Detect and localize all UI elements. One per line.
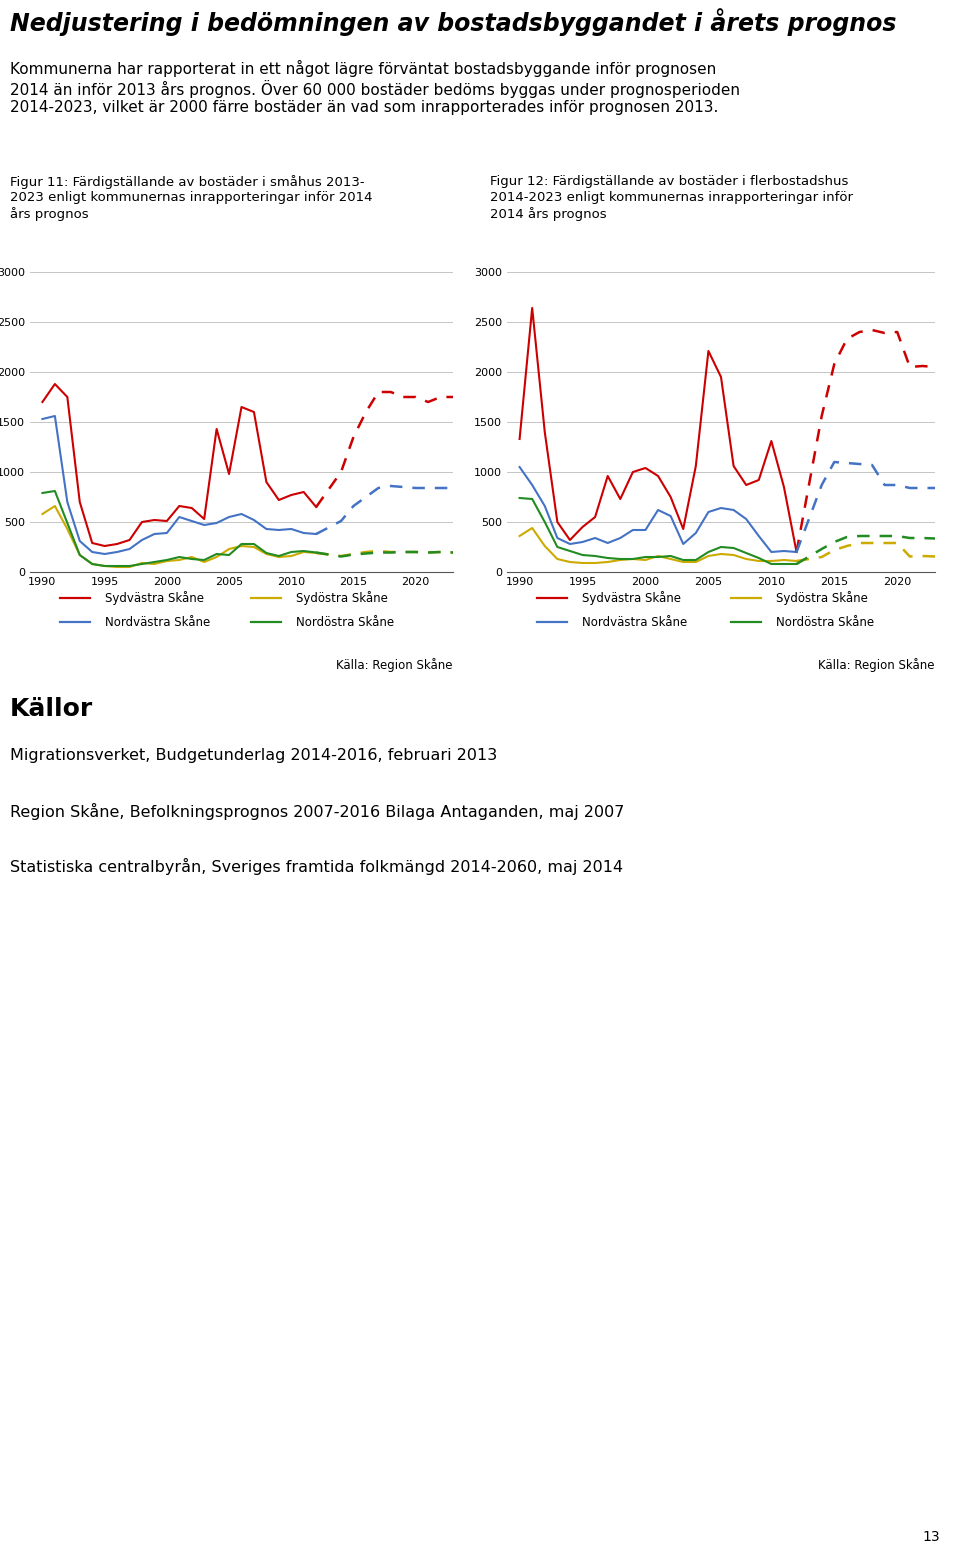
Text: 2023 enligt kommunernas inrapporteringar inför 2014: 2023 enligt kommunernas inrapporteringar… (10, 191, 372, 204)
Text: Källa: Region Skåne: Källa: Region Skåne (819, 657, 935, 671)
Text: 2014-2023, vilket är 2000 färre bostäder än vad som inrapporterades inför progno: 2014-2023, vilket är 2000 färre bostäder… (10, 100, 718, 116)
Text: Nordvästra Skåne: Nordvästra Skåne (105, 616, 210, 628)
Text: Figur 12: Färdigställande av bostäder i flerbostadshus: Figur 12: Färdigställande av bostäder i … (490, 174, 849, 188)
Text: Sydöstra Skåne: Sydöstra Skåne (296, 591, 388, 605)
Text: Nordvästra Skåne: Nordvästra Skåne (582, 616, 687, 628)
Text: Källor: Källor (10, 697, 93, 721)
Text: Nedjustering i bedömningen av bostadsbyggandet i årets prognos: Nedjustering i bedömningen av bostadsbyg… (10, 8, 897, 35)
Text: 2014 års prognos: 2014 års prognos (490, 207, 607, 221)
Text: Sydvästra Skåne: Sydvästra Skåne (582, 591, 681, 605)
Text: Källa: Region Skåne: Källa: Region Skåne (337, 657, 453, 671)
Text: Sydvästra Skåne: Sydvästra Skåne (105, 591, 204, 605)
Text: Sydöstra Skåne: Sydöstra Skåne (776, 591, 868, 605)
Text: 13: 13 (923, 1531, 940, 1543)
Text: Kommunerna har rapporterat in ett något lägre förväntat bostadsbyggande inför pr: Kommunerna har rapporterat in ett något … (10, 60, 716, 77)
Text: Region Skåne, Befolkningsprognos 2007-2016 Bilaga Antaganden, maj 2007: Region Skåne, Befolkningsprognos 2007-20… (10, 802, 624, 819)
Text: Migrationsverket, Budgetunderlag 2014-2016, februari 2013: Migrationsverket, Budgetunderlag 2014-20… (10, 748, 497, 762)
Text: 2014-2023 enligt kommunernas inrapporteringar inför: 2014-2023 enligt kommunernas inrapporter… (490, 191, 853, 204)
Text: Figur 11: Färdigställande av bostäder i småhus 2013-: Figur 11: Färdigställande av bostäder i … (10, 174, 365, 188)
Text: års prognos: års prognos (10, 207, 88, 221)
Text: 2014 än inför 2013 års prognos. Över 60 000 bostäder bedöms byggas under prognos: 2014 än inför 2013 års prognos. Över 60 … (10, 80, 740, 99)
Text: Statistiska centralbyrån, Sveriges framtida folkmängd 2014-2060, maj 2014: Statistiska centralbyrån, Sveriges framt… (10, 858, 623, 875)
Text: Nordöstra Skåne: Nordöstra Skåne (776, 616, 875, 628)
Text: Nordöstra Skåne: Nordöstra Skåne (296, 616, 395, 628)
